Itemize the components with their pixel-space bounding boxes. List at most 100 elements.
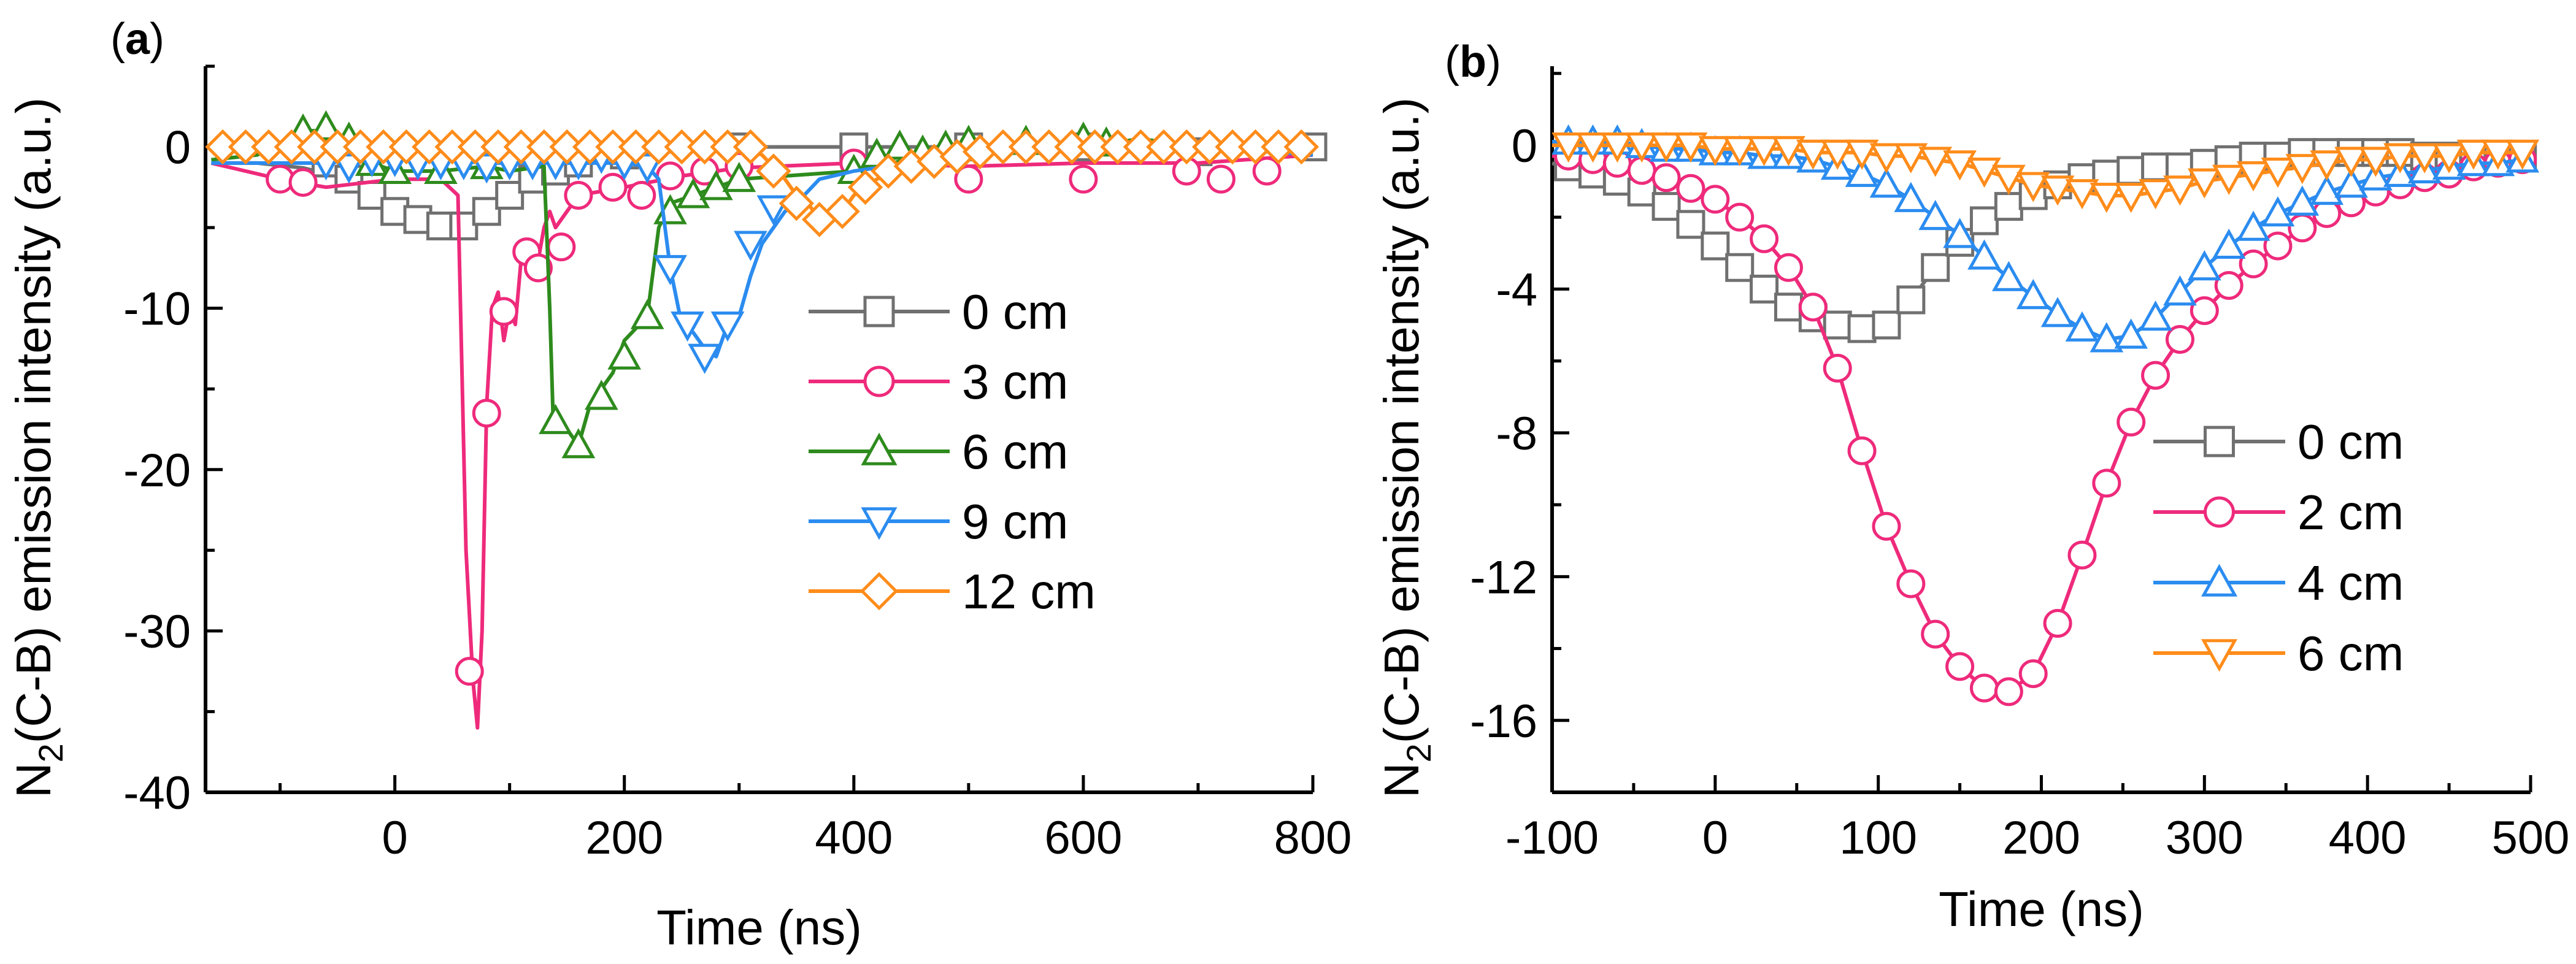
data-point-marker bbox=[1918, 147, 1953, 177]
data-point-marker bbox=[1191, 129, 1228, 165]
data-point-marker bbox=[2090, 183, 2124, 213]
data-point-marker bbox=[2016, 172, 2050, 202]
data-point-marker bbox=[954, 164, 983, 194]
data-point-marker bbox=[710, 129, 745, 165]
y-tick-label: -10 bbox=[123, 283, 191, 335]
data-point-marker bbox=[251, 129, 286, 165]
data-point-marker bbox=[688, 343, 722, 374]
data-point-marker bbox=[2383, 143, 2417, 174]
data-point-marker bbox=[722, 161, 756, 193]
data-point-marker bbox=[2114, 183, 2148, 213]
x-axis-title: Time (ns) bbox=[656, 900, 862, 955]
data-point-marker bbox=[1967, 158, 2001, 188]
data-point-marker bbox=[2016, 278, 2050, 310]
legend-label: 0 cm bbox=[2297, 415, 2404, 469]
data-point-marker bbox=[1215, 129, 1250, 165]
data-point-marker bbox=[1077, 129, 1113, 165]
data-point-marker bbox=[1847, 314, 1877, 343]
data-point-marker bbox=[1943, 150, 1977, 181]
data-point-marker bbox=[2018, 659, 2048, 689]
data-point-marker bbox=[1725, 202, 1755, 232]
data-point-marker bbox=[1750, 274, 1779, 304]
data-point-marker bbox=[1896, 569, 1926, 599]
data-point-marker bbox=[1123, 129, 1159, 165]
data-point-marker bbox=[1054, 129, 1090, 165]
data-point-marker bbox=[1674, 132, 1708, 163]
data-point-marker bbox=[2090, 322, 2124, 353]
data-point-marker bbox=[1283, 129, 1320, 165]
x-tick-label: 100 bbox=[1839, 812, 1917, 864]
data-point-marker bbox=[1872, 310, 1901, 340]
data-point-marker bbox=[1845, 139, 1879, 170]
legend-marker bbox=[859, 572, 899, 611]
y-axis-title: N2(C-B) emission intensity (a.u.) bbox=[1374, 98, 1438, 798]
data-point-marker bbox=[1894, 182, 1928, 212]
data-point-marker bbox=[1967, 239, 2001, 270]
data-point-marker bbox=[523, 253, 553, 283]
data-point-marker bbox=[561, 428, 596, 459]
data-point-marker bbox=[732, 129, 769, 165]
data-point-marker bbox=[1798, 293, 1828, 322]
data-point-marker bbox=[1969, 673, 1999, 703]
data-point-marker bbox=[1624, 132, 1659, 163]
data-point-marker bbox=[1750, 224, 1779, 253]
data-point-marker bbox=[618, 129, 654, 165]
y-tick-label: 0 bbox=[165, 122, 191, 174]
data-point-marker bbox=[1969, 206, 1999, 235]
legend-marker bbox=[2201, 564, 2238, 597]
data-point-marker bbox=[455, 657, 484, 686]
data-point-marker bbox=[584, 380, 618, 410]
data-point-marker bbox=[503, 129, 539, 165]
data-point-marker bbox=[630, 153, 664, 184]
data-point-marker bbox=[1649, 132, 1683, 163]
data-point-marker bbox=[526, 129, 562, 165]
data-point-marker bbox=[1994, 192, 2023, 221]
x-tick-label: -100 bbox=[1505, 812, 1599, 864]
data-point-marker bbox=[1820, 139, 1855, 170]
data-point-marker bbox=[1945, 652, 1975, 681]
data-point-marker bbox=[2040, 175, 2075, 206]
data-point-marker bbox=[2236, 210, 2270, 241]
data-point-marker bbox=[1576, 132, 1610, 163]
data-point-marker bbox=[309, 110, 343, 140]
data-point-marker bbox=[2334, 147, 2368, 177]
data-point-marker bbox=[1008, 129, 1044, 165]
legend-label: 12 cm bbox=[962, 564, 1096, 619]
data-point-marker bbox=[388, 129, 425, 165]
data-point-marker bbox=[1698, 136, 1732, 167]
data-point-marker bbox=[598, 172, 628, 202]
data-point-marker bbox=[2163, 275, 2197, 306]
legend-label: 9 cm bbox=[962, 494, 1068, 549]
data-point-marker bbox=[1991, 164, 2026, 195]
data-point-marker bbox=[1031, 129, 1067, 165]
legend-label: 3 cm bbox=[962, 354, 1068, 409]
data-point-marker bbox=[2065, 311, 2099, 342]
data-point-marker bbox=[2236, 161, 2270, 192]
data-point-marker bbox=[710, 311, 745, 342]
data-point-marker bbox=[1252, 156, 1282, 186]
data-point-marker bbox=[2139, 300, 2172, 331]
legend-marker bbox=[2204, 496, 2235, 528]
data-point-marker bbox=[434, 129, 470, 165]
data-point-marker bbox=[2187, 250, 2221, 281]
data-point-marker bbox=[2067, 540, 2097, 570]
data-point-marker bbox=[2359, 147, 2393, 177]
panel-b-chart: -100 0 100 200 300 400 500 0 -4 -8 -12 -16 0 cm 2 cm 4… bbox=[1374, 37, 2569, 936]
y-tick-label: -20 bbox=[123, 445, 191, 497]
data-point-marker bbox=[734, 231, 767, 261]
x-tick-label: 0 bbox=[382, 812, 407, 864]
data-point-marker bbox=[1823, 310, 1852, 340]
data-point-marker bbox=[412, 129, 447, 165]
data-point-marker bbox=[1869, 143, 1904, 174]
x-tick-label: 200 bbox=[585, 812, 663, 864]
data-point-marker bbox=[2334, 167, 2368, 198]
data-point-marker bbox=[2163, 175, 2197, 206]
data-point-marker bbox=[1701, 231, 1730, 261]
legend-marker bbox=[863, 296, 895, 327]
data-point-marker bbox=[1100, 129, 1136, 165]
x-axis-title: Time (ns) bbox=[1939, 882, 2144, 936]
y-tick-label: -4 bbox=[1496, 264, 1537, 316]
data-point-marker bbox=[228, 129, 264, 165]
data-point-marker bbox=[332, 153, 366, 184]
